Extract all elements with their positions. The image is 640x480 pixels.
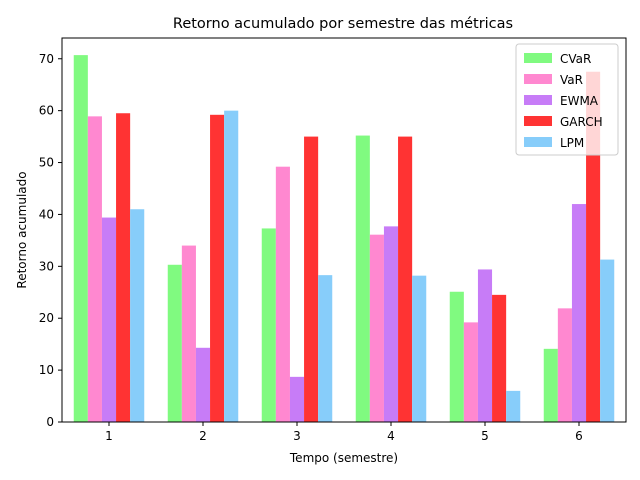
x-tick-label: 4 bbox=[387, 429, 395, 443]
bar-cvar-1 bbox=[73, 55, 88, 423]
y-tick-label: 10 bbox=[39, 363, 54, 377]
bar-lpm-5 bbox=[506, 390, 521, 422]
x-tick-label: 6 bbox=[575, 429, 583, 443]
bar-garch-1 bbox=[116, 113, 131, 423]
bar-lpm-4 bbox=[412, 275, 427, 422]
y-tick-label: 50 bbox=[39, 156, 54, 170]
bar-ewma-1 bbox=[101, 217, 117, 422]
y-tick-label: 60 bbox=[39, 104, 54, 118]
x-tick-label: 2 bbox=[199, 429, 207, 443]
legend-swatch-ewma bbox=[524, 95, 552, 105]
bar-var-4 bbox=[369, 234, 384, 422]
chart-title: Retorno acumulado por semestre das métri… bbox=[173, 16, 513, 32]
bar-var-6 bbox=[557, 308, 572, 422]
legend-label-ewma: EWMA bbox=[560, 94, 599, 108]
legend-label-garch: GARCH bbox=[560, 115, 603, 129]
bar-ewma-6 bbox=[571, 204, 587, 422]
y-axis-title: Retorno acumulado bbox=[15, 171, 29, 288]
bar-garch-4 bbox=[398, 136, 413, 422]
bar-cvar-3 bbox=[261, 228, 276, 422]
bar-ewma-4 bbox=[383, 226, 399, 422]
x-axis-title: Tempo (semestre) bbox=[289, 451, 398, 465]
bar-cvar-6 bbox=[543, 348, 558, 422]
bar-cvar-4 bbox=[355, 135, 370, 422]
y-tick-label: 70 bbox=[39, 52, 54, 66]
y-tick-label: 40 bbox=[39, 207, 54, 221]
bar-lpm-1 bbox=[130, 209, 145, 422]
bar-ewma-2 bbox=[195, 347, 211, 422]
bar-garch-3 bbox=[304, 136, 319, 422]
bar-garch-5 bbox=[492, 294, 507, 422]
bar-cvar-2 bbox=[167, 264, 182, 422]
x-tick-label: 3 bbox=[293, 429, 301, 443]
bar-garch-6 bbox=[586, 71, 601, 422]
bar-var-2 bbox=[181, 245, 196, 422]
y-tick-label: 0 bbox=[46, 415, 54, 429]
bar-garch-2 bbox=[210, 114, 225, 423]
legend-label-lpm: LPM bbox=[560, 136, 584, 150]
bars-group bbox=[73, 55, 615, 423]
legend-swatch-cvar bbox=[524, 53, 552, 63]
bar-var-5 bbox=[463, 322, 478, 422]
bar-lpm-2 bbox=[224, 110, 239, 423]
x-tick-label: 5 bbox=[481, 429, 489, 443]
legend: CVaR VaR EWMA GARCH LPM bbox=[515, 43, 619, 156]
bar-lpm-6 bbox=[600, 259, 615, 422]
bar-ewma-3 bbox=[289, 376, 305, 422]
legend-frame bbox=[515, 43, 619, 156]
legend-swatch-var bbox=[524, 74, 552, 84]
legend-swatch-garch bbox=[524, 116, 552, 126]
bar-ewma-5 bbox=[477, 269, 493, 422]
y-tick-label: 20 bbox=[39, 311, 54, 325]
legend-swatch-lpm bbox=[524, 137, 552, 147]
bar-var-3 bbox=[275, 166, 290, 422]
y-tick-label: 30 bbox=[39, 259, 54, 273]
x-tick-label: 1 bbox=[105, 429, 113, 443]
legend-label-cvar: CVaR bbox=[560, 52, 591, 66]
y-axis: 0 10 20 30 40 50 60 70 bbox=[39, 52, 62, 429]
bar-lpm-3 bbox=[318, 275, 333, 422]
plot-frame bbox=[61, 37, 627, 423]
x-axis: 1 2 3 4 5 6 bbox=[105, 422, 583, 443]
bar-var-1 bbox=[87, 116, 102, 423]
bar-cvar-5 bbox=[449, 291, 464, 422]
legend-label-var: VaR bbox=[560, 73, 583, 87]
